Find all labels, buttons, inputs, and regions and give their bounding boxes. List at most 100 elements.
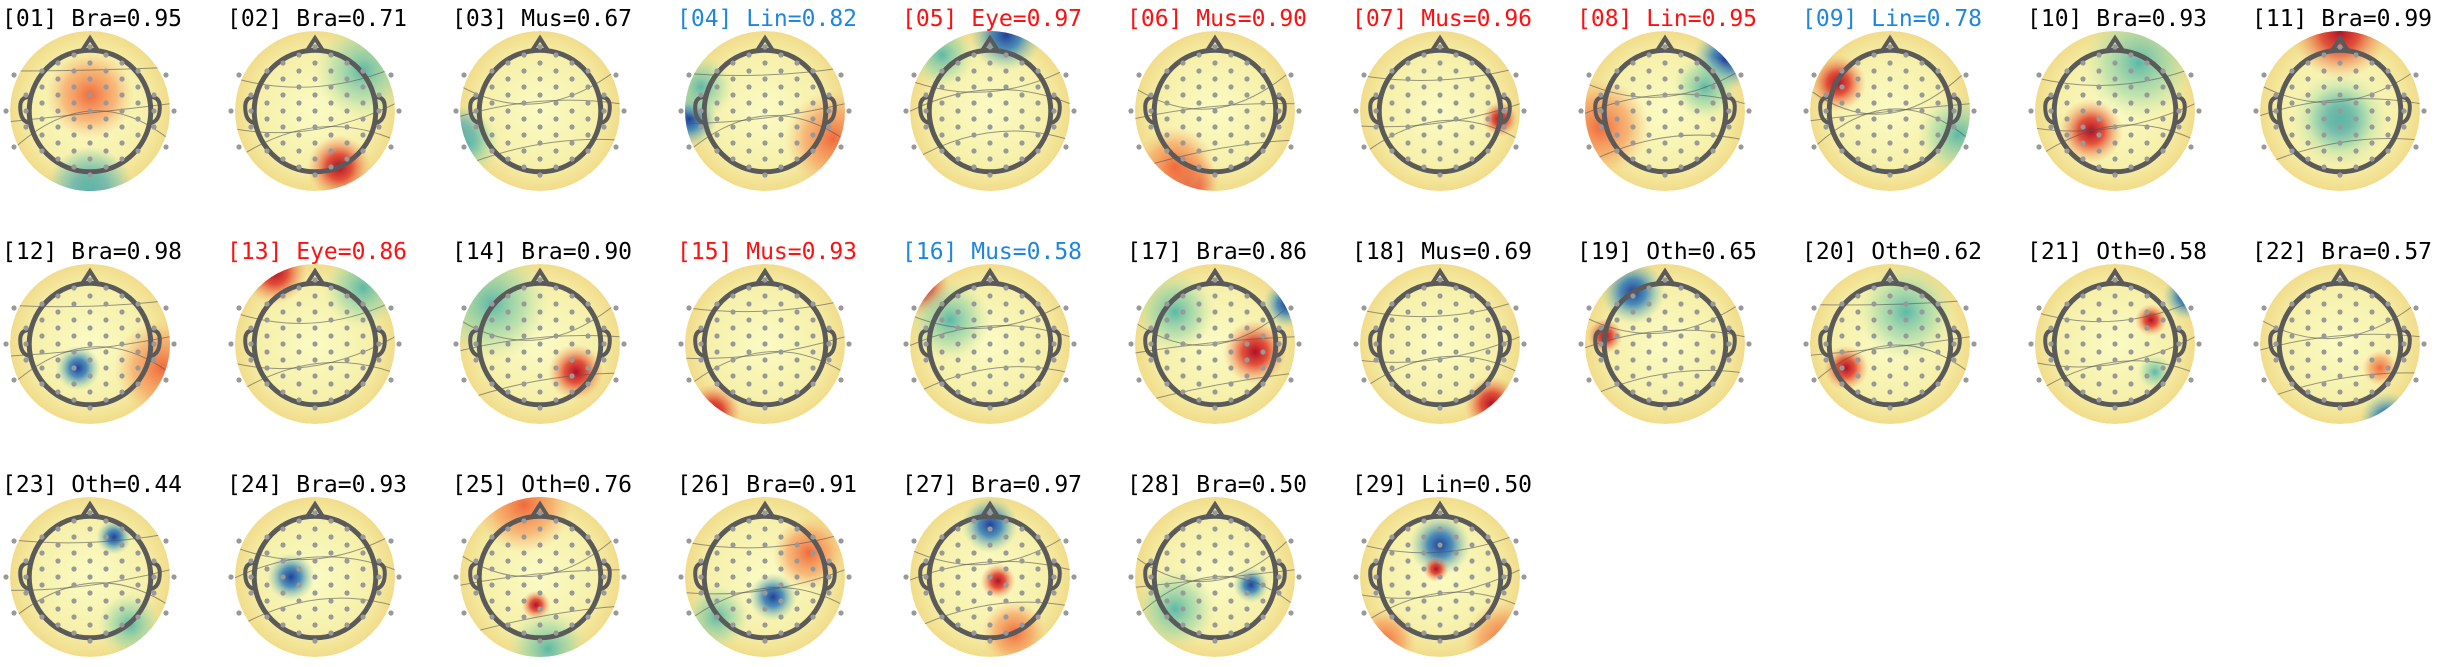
electrode (1196, 534, 1202, 540)
electrode (1823, 341, 1829, 347)
electrode (312, 277, 318, 283)
electrode (2160, 333, 2166, 339)
electrode (1288, 72, 1294, 78)
electrode (489, 566, 495, 572)
electrode (778, 550, 784, 556)
electrode (810, 116, 816, 122)
electrode (1148, 124, 1154, 130)
electrode (119, 325, 125, 331)
electrode (1871, 333, 1877, 339)
electrode (135, 317, 141, 323)
electrode (1196, 598, 1202, 604)
electrode (2096, 148, 2102, 154)
electrode (39, 84, 45, 90)
electrode (746, 68, 752, 74)
electrode (778, 116, 784, 122)
electrode (1839, 68, 1845, 74)
electrode (1421, 397, 1427, 403)
electrode (1035, 534, 1041, 540)
electrode (537, 405, 543, 411)
electrode (280, 124, 286, 130)
topomap-blob (2292, 71, 2388, 167)
topomap-blob (1135, 127, 1215, 191)
electrode (2305, 140, 2311, 146)
electrode (923, 92, 929, 98)
electrode (537, 341, 543, 347)
electrode (39, 598, 45, 604)
electrode (987, 341, 993, 347)
electrode (2196, 108, 2202, 114)
electrode (971, 365, 977, 371)
electrode (1485, 550, 1491, 556)
electrode (505, 606, 511, 612)
electrode (344, 574, 350, 580)
electrode (2321, 164, 2327, 170)
electrode (103, 582, 109, 588)
electrode (1935, 100, 1941, 106)
electrode (344, 92, 350, 98)
electrode (2144, 325, 2150, 331)
electrode (1710, 100, 1716, 106)
electrode (521, 333, 527, 339)
electrode (71, 100, 77, 106)
electrode (119, 389, 125, 395)
electrode (1244, 60, 1250, 66)
electrode (328, 116, 334, 122)
electrode (55, 108, 61, 114)
ear-left (693, 95, 705, 125)
electrode (2112, 373, 2118, 379)
component: [29] Lin=0.50 (1352, 472, 1532, 657)
electrode (1035, 349, 1041, 355)
electrode (1405, 92, 1411, 98)
electrode (344, 526, 350, 532)
electrode (537, 325, 543, 331)
electrode (2413, 377, 2419, 383)
electrode (39, 614, 45, 620)
electrode (987, 542, 993, 548)
component-label: [05] Eye=0.97 (902, 6, 1082, 32)
electrode (2337, 293, 2343, 299)
electrode (280, 140, 286, 146)
electrode (135, 68, 141, 74)
electrode (1662, 140, 1668, 146)
electrode (2321, 301, 2327, 307)
topomap-blob (1918, 95, 1970, 175)
electrode (55, 622, 61, 628)
electrode (360, 598, 366, 604)
electrode (1180, 373, 1186, 379)
electrode (2096, 100, 2102, 106)
electrode (2096, 116, 2102, 122)
electrode (1614, 349, 1620, 355)
ear-left (2268, 328, 2280, 358)
electrode (1839, 365, 1845, 371)
electrode (585, 614, 591, 620)
electrode (987, 622, 993, 628)
electrode (1630, 341, 1636, 347)
electrode (1389, 68, 1395, 74)
electrode (746, 52, 752, 58)
electrode (746, 598, 752, 604)
electrode (585, 68, 591, 74)
electrode (1035, 301, 1041, 307)
electrode (2413, 144, 2419, 150)
electrode (2176, 341, 2182, 347)
electrode (2353, 397, 2359, 403)
electrode (1710, 301, 1716, 307)
electrode (1212, 325, 1218, 331)
electrode (328, 349, 334, 355)
electrode (1212, 638, 1218, 644)
electrode (698, 590, 704, 596)
electrode (521, 317, 527, 323)
electrode (1019, 325, 1025, 331)
electrode (2353, 116, 2359, 122)
electrode (1035, 566, 1041, 572)
electrode (1485, 534, 1491, 540)
contour (910, 601, 1070, 632)
electrode (1148, 357, 1154, 363)
electrode (1148, 341, 1154, 347)
electrode (296, 68, 302, 74)
electrode (2096, 333, 2102, 339)
electrode (2401, 325, 2407, 331)
electrode (1260, 614, 1266, 620)
topomap (685, 264, 845, 424)
